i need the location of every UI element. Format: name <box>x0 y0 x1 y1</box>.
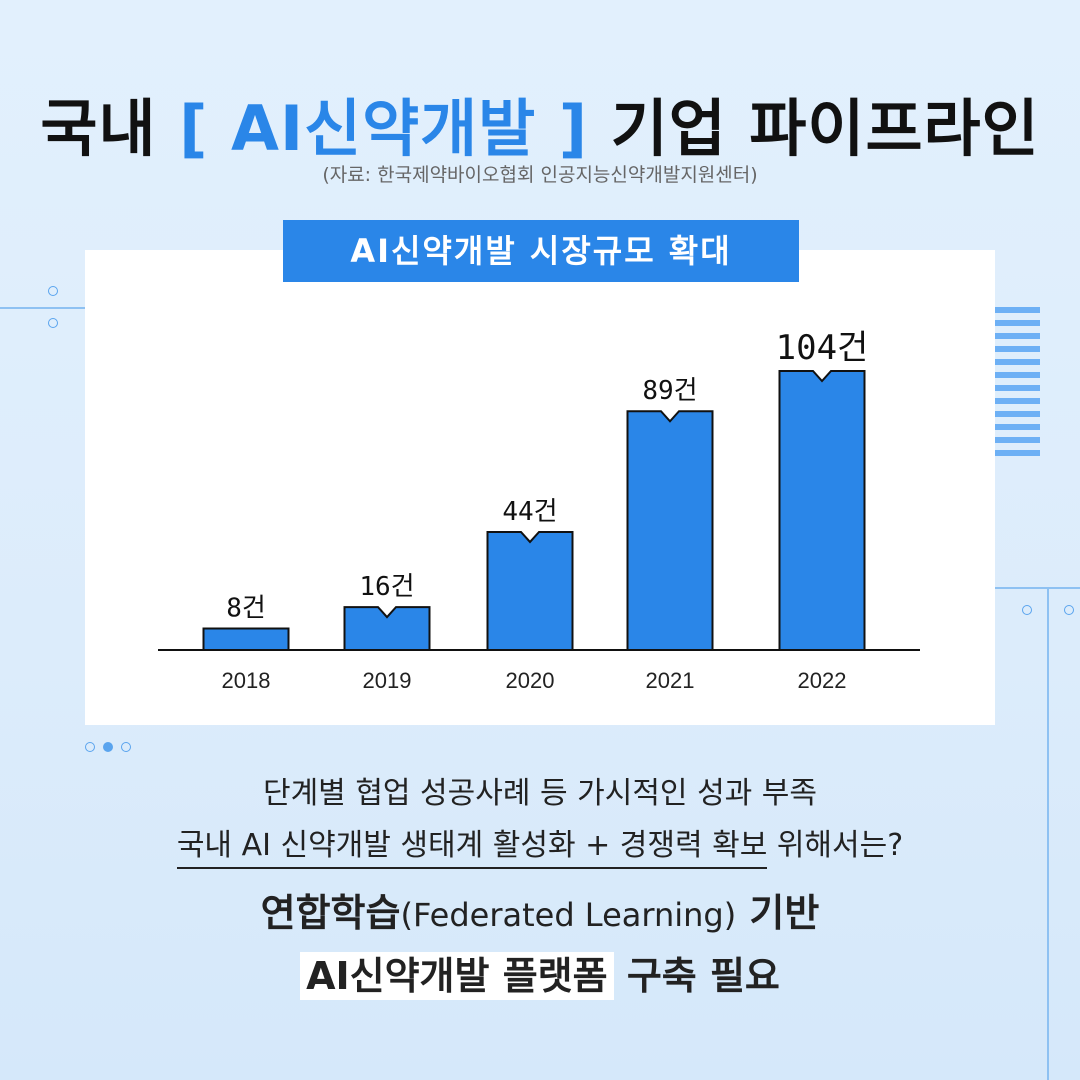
bar-2020 <box>486 530 574 651</box>
conclusion-bold-a: 연합학습 <box>260 891 401 935</box>
data-label-2022: 104건 <box>776 328 869 368</box>
conclusion-paren: (Federated Learning) <box>400 896 737 934</box>
x-tick-2020: 2020 <box>506 668 555 693</box>
dot-indicator-3 <box>121 742 131 752</box>
data-label-2020: 44건 <box>502 497 557 527</box>
summary-line-2-rest: 위해서는? <box>767 828 904 863</box>
title-highlight: [ AI신약개발 ] <box>179 92 589 165</box>
summary-line-2: 국내 AI 신약개발 생태계 활성화 + 경쟁력 확보 위해서는? <box>0 820 1080 869</box>
x-tick-2019: 2019 <box>363 668 412 693</box>
conclusion-bold-b: 기반 <box>736 891 820 935</box>
data-label-2019: 16건 <box>359 572 414 602</box>
right-deco-line-v <box>1047 587 1049 1080</box>
dot-indicator-2 <box>103 742 113 752</box>
data-label-2021: 89건 <box>642 376 697 406</box>
dot-indicator-1 <box>85 742 95 752</box>
conclusion-line-1: 연합학습(Federated Learning) 기반 <box>0 882 1080 937</box>
right-deco-circle-1 <box>1022 605 1032 615</box>
bar-2021 <box>626 410 714 651</box>
page-title: 국내 [ AI신약개발 ] 기업 파이프라인 <box>0 78 1080 168</box>
left-deco-circle-1 <box>48 286 58 296</box>
title-prefix: 국내 <box>40 92 180 165</box>
x-tick-2022: 2022 <box>798 668 847 693</box>
summary-line-1: 단계별 협업 성공사례 등 가시적인 성과 부족 <box>262 776 818 811</box>
summary-line-2-underlined: 국내 AI 신약개발 생태계 활성화 + 경쟁력 확보 <box>176 828 768 869</box>
chart-title: AI신약개발 시장규모 확대 <box>283 220 799 282</box>
left-deco-line <box>0 307 85 309</box>
title-suffix: 기업 파이프라인 <box>588 92 1040 165</box>
x-tick-2021: 2021 <box>646 668 695 693</box>
right-deco-line-h <box>995 587 1080 589</box>
data-label-2018: 8건 <box>226 594 266 624</box>
conclusion-line-2: AI신약개발 플랫폼 구축 필요 <box>0 945 1080 1000</box>
conclusion-boxed: AI신약개발 플랫폼 <box>300 952 614 1000</box>
bar-2022 <box>778 370 866 651</box>
left-deco-circle-2 <box>48 318 58 328</box>
source-note: (자료: 한국제약바이오협회 인공지능신약개발지원센터) <box>322 164 758 186</box>
conclusion-rest: 구축 필요 <box>613 954 780 998</box>
bar-2018 <box>202 627 290 651</box>
right-stripes-decoration <box>995 307 1040 463</box>
bar-2019 <box>343 606 431 651</box>
right-deco-circle-2 <box>1064 605 1074 615</box>
x-tick-2018: 2018 <box>222 668 271 693</box>
